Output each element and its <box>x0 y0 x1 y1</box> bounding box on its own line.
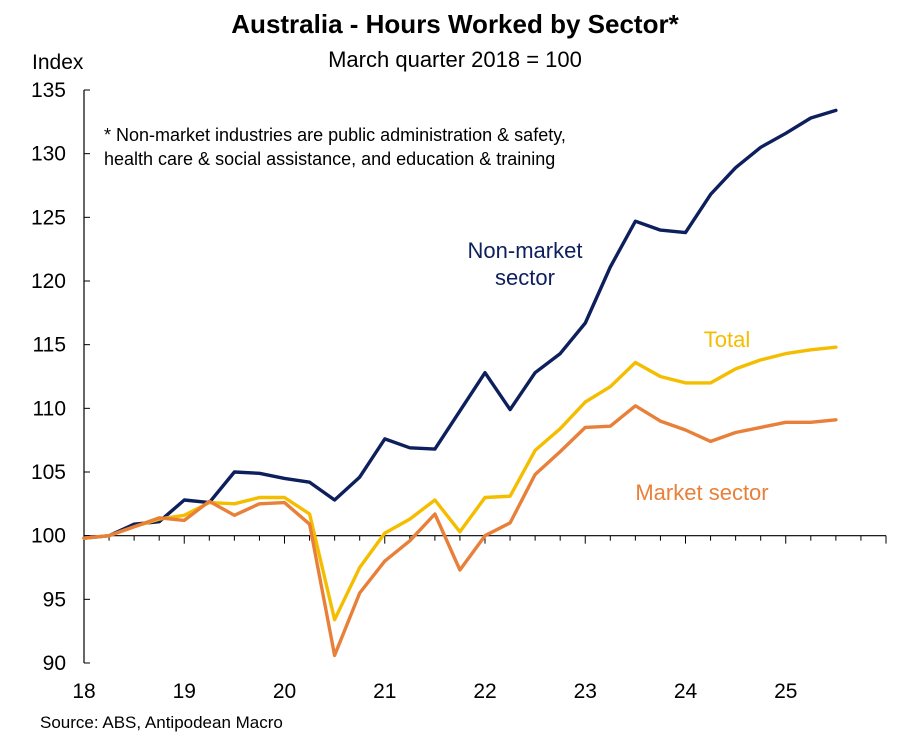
y-tick-label: 115 <box>33 334 66 357</box>
y-tick-label: 120 <box>31 270 66 293</box>
series-label: sector <box>495 265 555 290</box>
series-label: Total <box>704 327 750 352</box>
y-tick-label: 95 <box>43 588 66 611</box>
y-tick-label: 90 <box>43 652 66 675</box>
y-axis-title: Index <box>32 51 84 74</box>
y-tick-label: 100 <box>31 525 66 548</box>
x-tick-label: 19 <box>173 680 196 703</box>
y-tick-label: 105 <box>31 461 66 484</box>
x-tick-label: 24 <box>674 680 698 703</box>
chart-subtitle: March quarter 2018 = 100 <box>328 47 582 72</box>
x-tick-label: 22 <box>473 680 496 703</box>
footnote-line: * Non-market industries are public admin… <box>104 125 566 145</box>
footnote: * Non-market industries are public admin… <box>104 125 566 169</box>
non-market-sector-line <box>82 108 838 540</box>
footnote-line: health care & social assistance, and edu… <box>104 149 555 169</box>
x-tick-label: 18 <box>72 680 95 703</box>
series-label: Non-market <box>468 238 583 263</box>
market-sector-line <box>82 404 838 658</box>
series-label: Market sector <box>635 480 768 505</box>
chart-title: Australia - Hours Worked by Sector* <box>231 9 679 39</box>
y-tick-label: 110 <box>33 397 66 420</box>
y-tick-label: 125 <box>31 206 66 229</box>
source-note: Source: ABS, Antipodean Macro <box>40 713 283 732</box>
series-lines <box>82 108 838 658</box>
x-axis: 18 19 20 21 22 23 24 25 <box>72 535 887 703</box>
y-tick-label: 130 <box>31 143 66 166</box>
x-tick-label: 23 <box>574 680 597 703</box>
y-axis: 90 95 100 105 110 115 120 125 130 135 <box>31 79 90 675</box>
x-tick-label: 25 <box>774 680 797 703</box>
x-tick-label: 21 <box>373 680 396 703</box>
x-tick-label: 20 <box>273 680 296 703</box>
y-tick-label: 135 <box>31 79 66 102</box>
